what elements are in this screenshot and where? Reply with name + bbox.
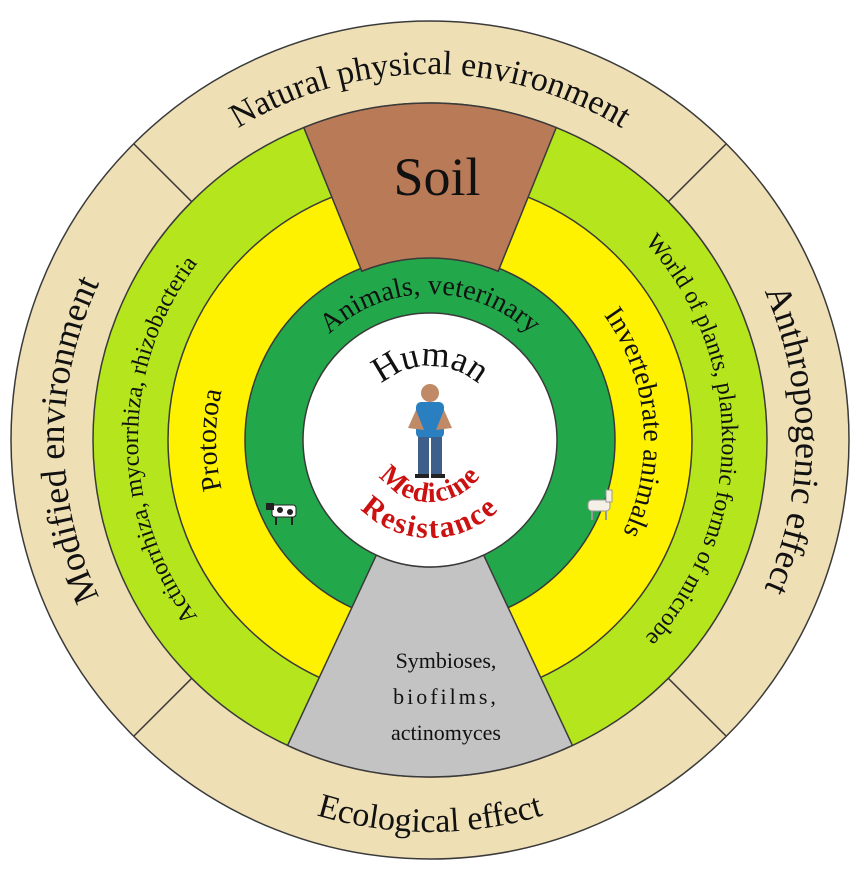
ring-divider bbox=[133, 677, 193, 737]
cow-icon bbox=[266, 503, 297, 525]
ring-divider bbox=[667, 143, 727, 203]
wedge-line: biofilms, bbox=[393, 684, 499, 709]
ring-divider bbox=[133, 143, 193, 203]
wedge-line: Symbioses, bbox=[396, 648, 497, 673]
soil-wedge bbox=[302, 102, 558, 273]
label-text: Protozoa bbox=[192, 385, 229, 494]
ring-divider bbox=[667, 677, 727, 737]
human-icon bbox=[408, 384, 452, 478]
goat-icon bbox=[587, 489, 613, 520]
wedge-line: actinomyces bbox=[391, 720, 501, 745]
ring-dividers bbox=[133, 143, 727, 737]
soil-label: Soil bbox=[393, 147, 480, 207]
center-circle bbox=[302, 312, 558, 568]
curved-label: Protozoa bbox=[192, 385, 229, 494]
